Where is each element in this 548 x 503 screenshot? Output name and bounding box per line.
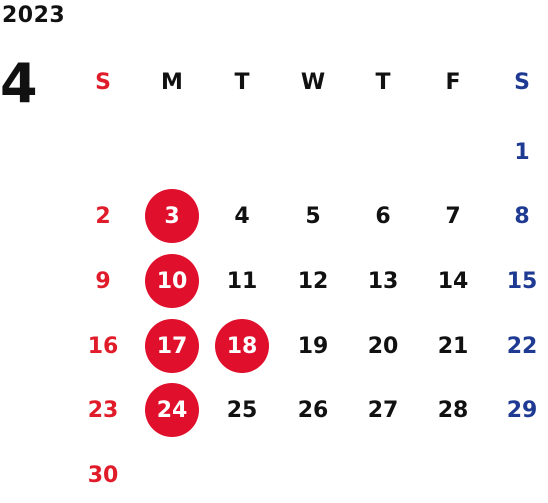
day-number: 16 bbox=[87, 333, 119, 359]
day-number: 24 bbox=[156, 397, 188, 423]
day-cell-14[interactable]: 14 bbox=[423, 255, 483, 307]
day-number: 15 bbox=[506, 268, 538, 294]
day-cell-27[interactable]: 27 bbox=[353, 384, 413, 436]
day-cell-11[interactable]: 11 bbox=[212, 255, 272, 307]
day-cell-30[interactable]: 30 bbox=[73, 449, 133, 501]
day-cell-9[interactable]: 9 bbox=[73, 255, 133, 307]
day-number: 1 bbox=[514, 139, 530, 165]
day-cell-10[interactable]: 10 bbox=[142, 254, 202, 308]
day-cell-4[interactable]: 4 bbox=[212, 190, 272, 242]
day-number: 19 bbox=[297, 333, 329, 359]
day-number: 17 bbox=[156, 333, 188, 359]
day-cell-7[interactable]: 7 bbox=[423, 190, 483, 242]
day-number: 14 bbox=[437, 268, 469, 294]
day-number: 9 bbox=[95, 268, 111, 294]
weekday-header-fri: F bbox=[445, 69, 461, 95]
day-number: 10 bbox=[156, 268, 188, 294]
day-cell-22[interactable]: 22 bbox=[492, 320, 548, 372]
day-cell-12[interactable]: 12 bbox=[283, 255, 343, 307]
day-cell-25[interactable]: 25 bbox=[212, 384, 272, 436]
day-cell-23[interactable]: 23 bbox=[73, 384, 133, 436]
year-label: 2023 bbox=[2, 3, 66, 28]
weekday-header-wed: W bbox=[300, 69, 326, 95]
day-number: 28 bbox=[437, 397, 469, 423]
day-number: 26 bbox=[297, 397, 329, 423]
day-cell-26[interactable]: 26 bbox=[283, 384, 343, 436]
day-cell-16[interactable]: 16 bbox=[73, 320, 133, 372]
day-cell-21[interactable]: 21 bbox=[423, 320, 483, 372]
day-cell-29[interactable]: 29 bbox=[492, 384, 548, 436]
weekday-header-sun: S bbox=[95, 69, 111, 95]
day-number: 6 bbox=[375, 203, 391, 229]
day-number: 13 bbox=[367, 268, 399, 294]
day-number: 21 bbox=[437, 333, 469, 359]
day-number: 3 bbox=[164, 203, 180, 229]
day-number: 30 bbox=[87, 462, 119, 488]
day-number: 7 bbox=[445, 203, 461, 229]
month-number: 4 bbox=[0, 52, 38, 115]
day-cell-3[interactable]: 3 bbox=[142, 189, 202, 243]
day-cell-28[interactable]: 28 bbox=[423, 384, 483, 436]
day-number: 18 bbox=[226, 333, 258, 359]
day-cell-17[interactable]: 17 bbox=[142, 319, 202, 373]
weekday-header-thu: T bbox=[375, 69, 391, 95]
day-number: 4 bbox=[234, 203, 250, 229]
day-number: 29 bbox=[506, 397, 538, 423]
day-cell-2[interactable]: 2 bbox=[73, 190, 133, 242]
day-cell-13[interactable]: 13 bbox=[353, 255, 413, 307]
day-number: 5 bbox=[305, 203, 321, 229]
day-cell-19[interactable]: 19 bbox=[283, 320, 343, 372]
day-cell-20[interactable]: 20 bbox=[353, 320, 413, 372]
day-number: 23 bbox=[87, 397, 119, 423]
day-number: 12 bbox=[297, 268, 329, 294]
day-number: 8 bbox=[514, 203, 530, 229]
day-number: 11 bbox=[226, 268, 258, 294]
day-number: 27 bbox=[367, 397, 399, 423]
day-number: 22 bbox=[506, 333, 538, 359]
weekday-header-sat: S bbox=[514, 69, 530, 95]
weekday-header-mon: M bbox=[161, 69, 183, 95]
day-cell-24[interactable]: 24 bbox=[142, 383, 202, 437]
day-cell-5[interactable]: 5 bbox=[283, 190, 343, 242]
day-number: 25 bbox=[226, 397, 258, 423]
weekday-header-tue: T bbox=[234, 69, 250, 95]
day-number: 20 bbox=[367, 333, 399, 359]
day-cell-1[interactable]: 1 bbox=[492, 126, 548, 178]
day-cell-6[interactable]: 6 bbox=[353, 190, 413, 242]
day-cell-15[interactable]: 15 bbox=[492, 255, 548, 307]
day-number: 2 bbox=[95, 203, 111, 229]
day-cell-18[interactable]: 18 bbox=[212, 319, 272, 373]
day-cell-8[interactable]: 8 bbox=[492, 190, 548, 242]
